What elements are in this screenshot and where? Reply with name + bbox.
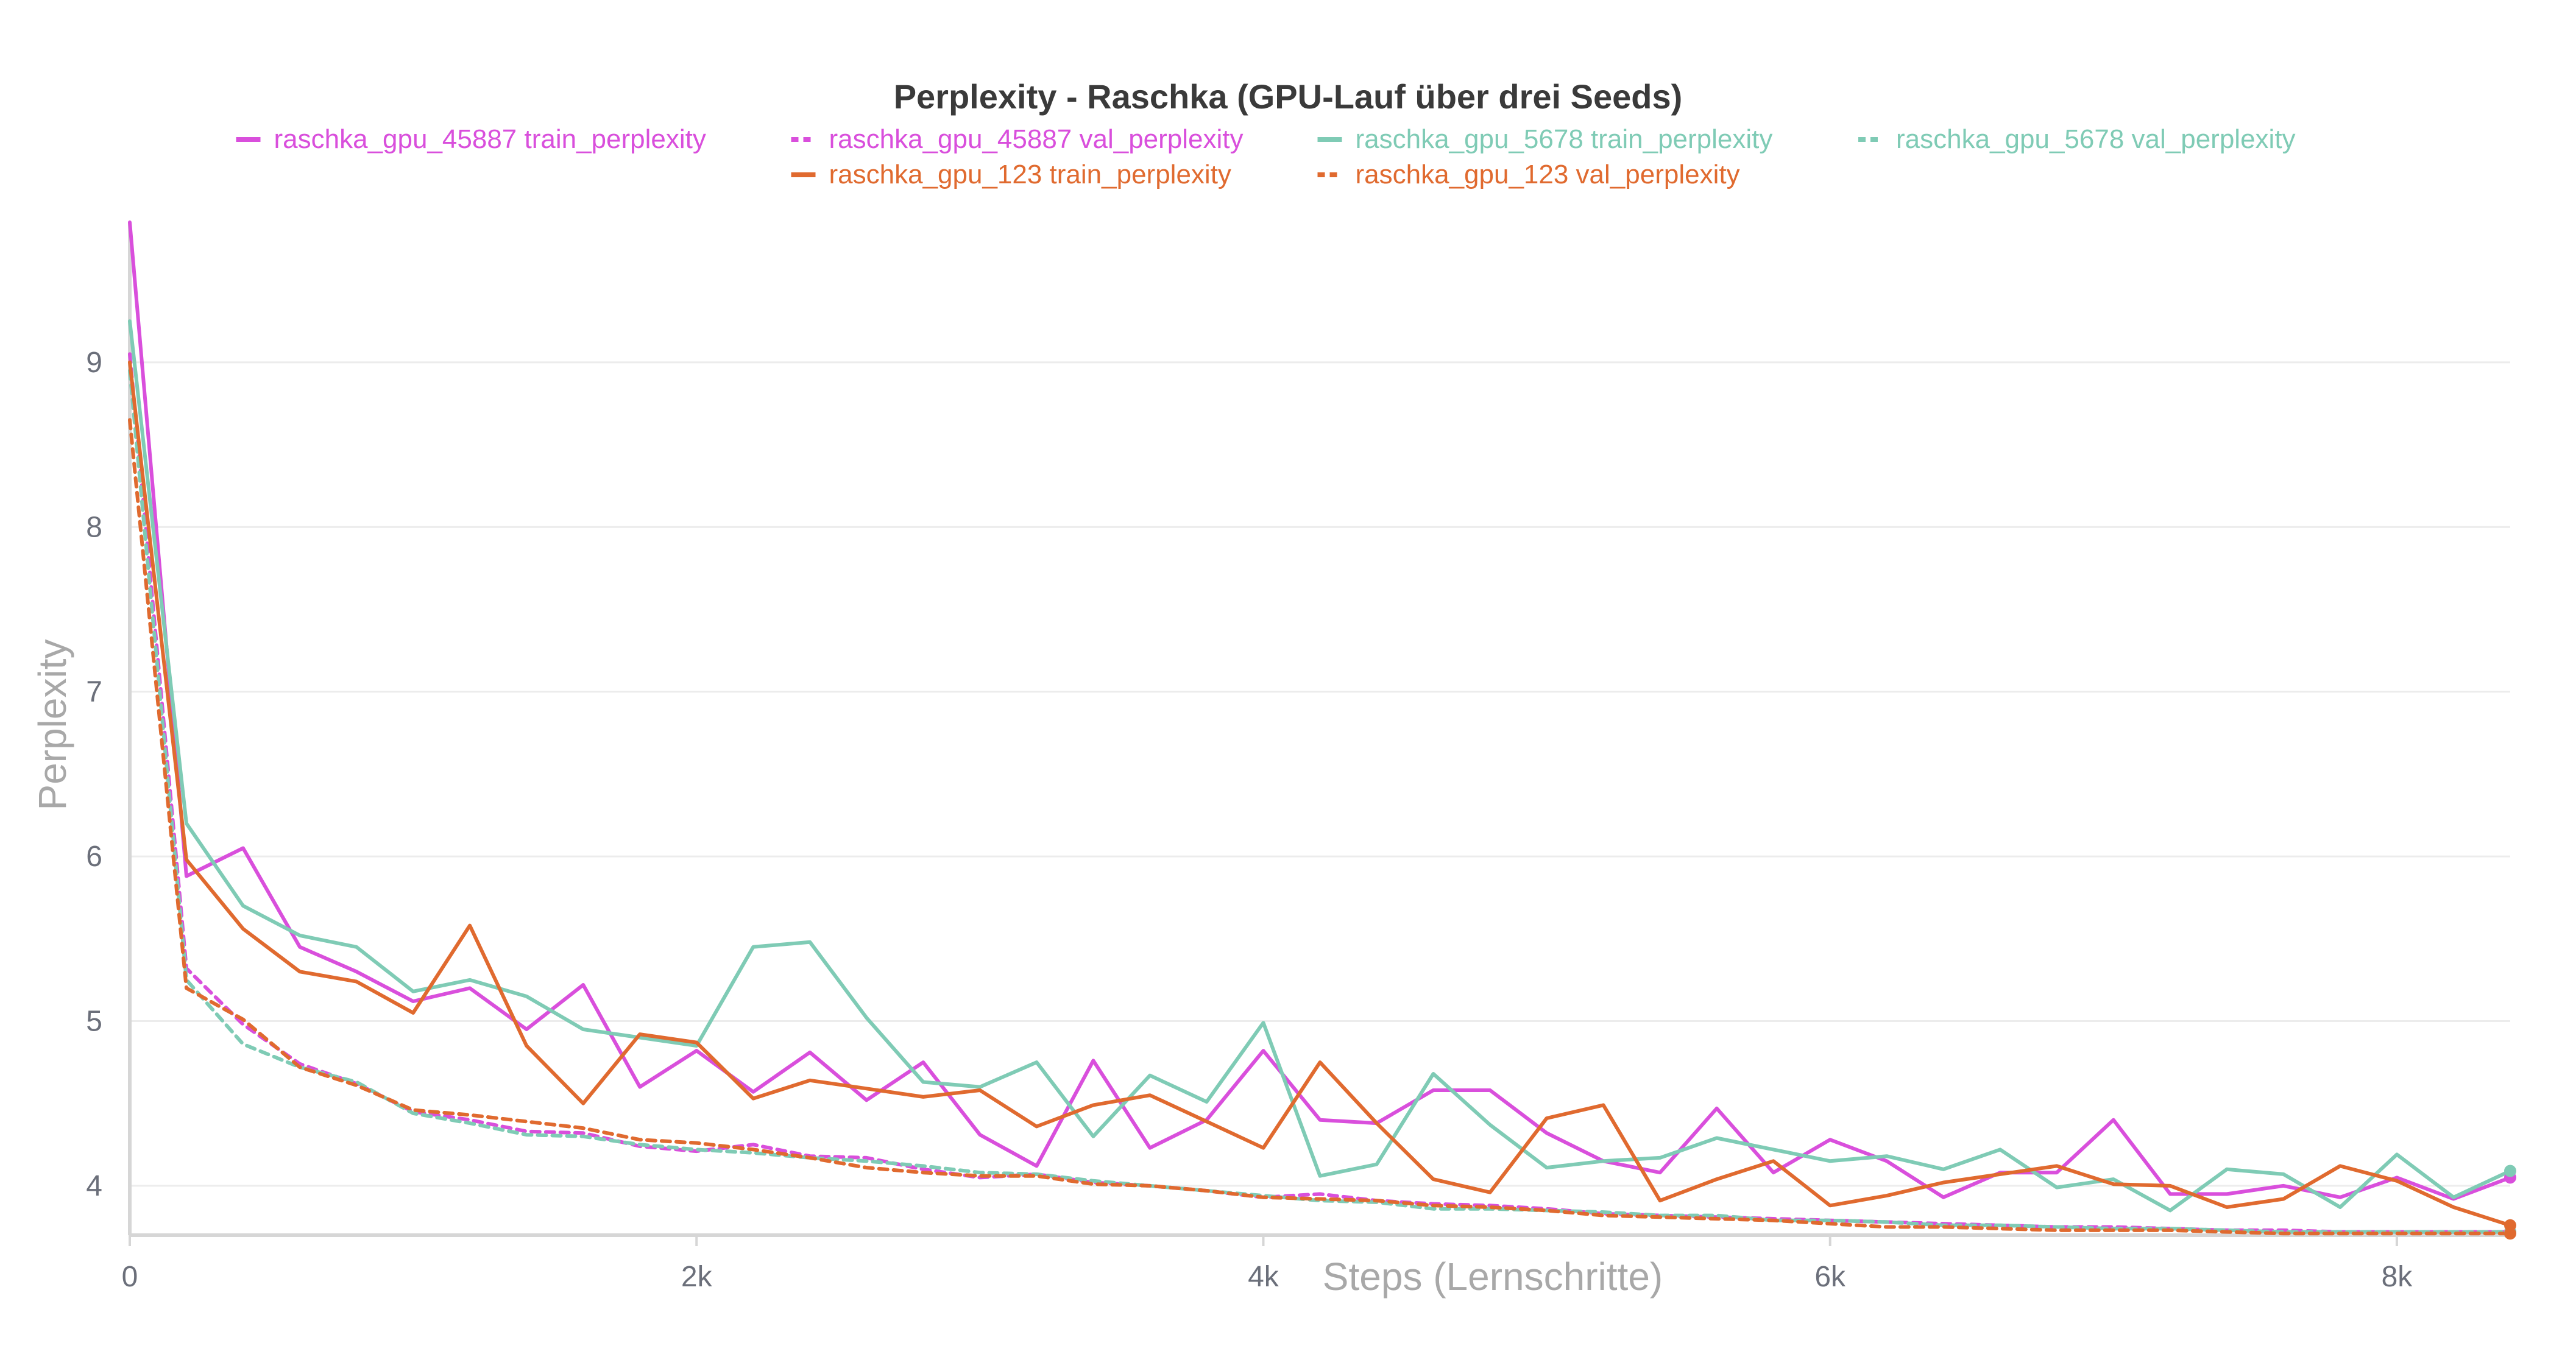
series-line-3 [128,319,2512,1213]
series-line-2 [128,352,2512,1234]
series-line-1 [128,220,2512,1201]
series-endpoints [2504,1165,2516,1240]
x-axis-label: Steps (Lernschritte) [1323,1255,1663,1299]
legend-item-5[interactable]: raschka_gpu_123 train_perplexity [791,160,1231,189]
chart-title: Perplexity - Raschka (GPU-Lauf über drei… [894,77,1683,116]
series-line-4 [128,368,2512,1234]
legend-label: raschka_gpu_5678 val_perplexity [1896,124,2296,154]
x-tick-labels: 0 2k 4k 6k 8k [122,1235,2413,1293]
legend-item-6[interactable]: raschka_gpu_123 val_perplexity [1317,160,1740,189]
legend-item-4[interactable]: raschka_gpu_5678 val_perplexity [1858,124,2296,154]
x-tick-label: 6k [1814,1261,1846,1293]
grid-lines [130,361,2510,1187]
legend-item-1[interactable]: raschka_gpu_45887 train_perplexity [236,124,706,154]
x-tick-label: 4k [1248,1261,1279,1293]
legend-label: raschka_gpu_123 val_perplexity [1356,160,1740,189]
y-tick-label: 5 [86,1005,102,1037]
series-lines [128,220,2512,1236]
legend-label: raschka_gpu_123 train_perplexity [829,160,1231,189]
y-tick-label: 4 [86,1170,102,1202]
x-tick-label: 0 [122,1261,138,1293]
x-tick-label: 2k [681,1261,713,1293]
legend-item-2[interactable]: raschka_gpu_45887 val_perplexity [791,124,1244,154]
y-axis-label: Perplexity [30,640,74,811]
x-tick-label: 8k [2382,1261,2413,1293]
legend-item-3[interactable]: raschka_gpu_5678 train_perplexity [1317,124,1773,154]
y-tick-label: 7 [86,676,102,708]
y-tick-labels: 4 5 6 7 8 9 [86,347,102,1202]
legend-label: raschka_gpu_5678 train_perplexity [1356,124,1773,154]
y-tick-label: 8 [86,511,102,543]
series-endpoint-6 [2504,1227,2516,1240]
axes [128,222,2510,1237]
series-line-6 [128,418,2512,1236]
y-tick-label: 9 [86,347,102,379]
y-tick-label: 6 [86,841,102,873]
series-endpoint-3 [2504,1165,2516,1177]
legend-label: raschka_gpu_45887 val_perplexity [829,124,1244,154]
legend-label: raschka_gpu_45887 train_perplexity [274,124,706,154]
series-line-5 [128,360,2512,1227]
